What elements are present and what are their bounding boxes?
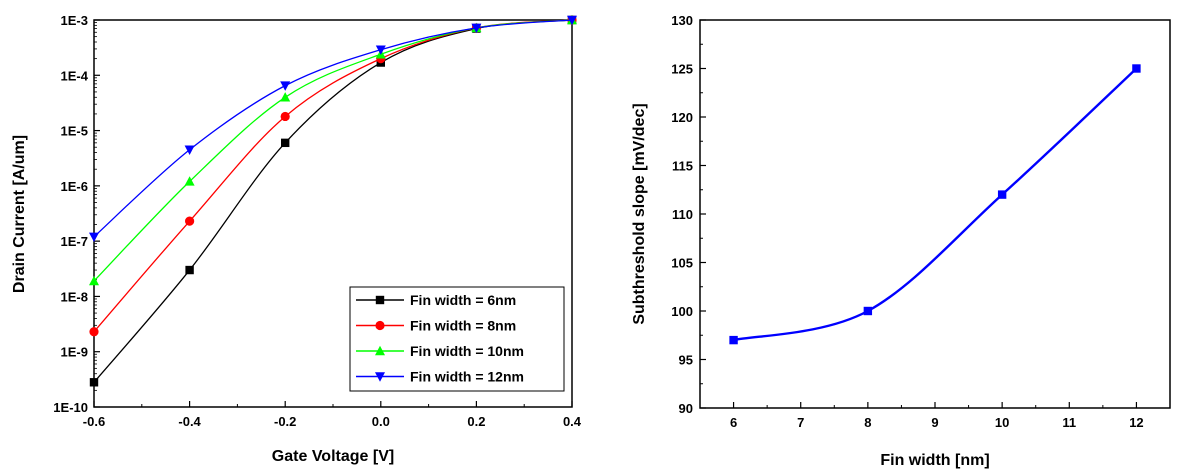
left-series-point-3 (184, 176, 195, 186)
right-y-tick-label: 105 (671, 256, 693, 271)
left-y-tick-label: 1E-10 (53, 400, 88, 415)
right-series-point (1132, 64, 1141, 73)
right-x-tick-label: 10 (995, 415, 1009, 430)
left-x-tick-label: -0.2 (274, 414, 296, 429)
left-series (89, 14, 577, 387)
left-y-tick-label: 1E-3 (61, 13, 88, 28)
right-chart: 6 7 8 9 10 11 12 90 95 100 105 110 115 120 125 130 Fin… (631, 13, 1171, 469)
left-y-tick-label: 1E-4 (61, 68, 89, 83)
right-y-tick-label: 90 (679, 401, 693, 416)
right-x-tick-label: 12 (1129, 415, 1143, 430)
left-y-tick-label: 1E-8 (61, 289, 88, 304)
left-series-point-1 (281, 138, 290, 148)
left-y-tick-label: 1E-5 (61, 124, 88, 139)
left-series-point-3 (280, 92, 291, 102)
legend-marker-3 (375, 345, 385, 356)
legend: Fin width = 6nm Fin width = 8nm Fin width … (349, 286, 565, 392)
left-series-point-2 (185, 216, 195, 226)
legend-marker-4 (375, 372, 385, 382)
legend-marker-2 (375, 320, 385, 331)
right-y-tick-label: 115 (672, 159, 693, 174)
right-y-tick-label: 120 (671, 110, 693, 125)
left-x-tick-label: 0.0 (372, 414, 390, 429)
right-series-point (863, 306, 873, 316)
left-series-point-4 (375, 45, 386, 55)
left-series-point-3 (89, 275, 99, 286)
left-series-point-2 (89, 327, 99, 337)
right-x-tick-label: 11 (1062, 415, 1076, 430)
left-x-axis-label: Gate Voltage [V] (272, 448, 394, 465)
right-y-axis-label: Subthreshold slope [mV/dec] (631, 103, 648, 324)
left-x-tick-label: 0.2 (467, 414, 485, 429)
right-series-line (733, 67, 1138, 342)
right-plot-frame (699, 19, 1171, 409)
legend-label-1: Fin width = 6nm (410, 292, 516, 308)
right-x-tick-label: 9 (931, 415, 938, 430)
left-series-line-4 (93, 19, 573, 238)
left-x-tick-label: 0.4 (563, 414, 582, 429)
legend-entries: Fin width = 6nm Fin width = 8nm Fin width … (356, 292, 524, 385)
legend-label-2: Fin width = 8nm (410, 318, 516, 334)
right-y-tick-label: 125 (671, 62, 693, 77)
left-chart: -0.6 -0.4 -0.2 0.0 0.2 0.4 1E-101E-91E-81E-71… (11, 13, 582, 465)
right-y-tick-label: 100 (671, 304, 693, 319)
legend-label-4: Fin width = 12nm (410, 369, 524, 385)
left-series-point-1 (185, 265, 194, 275)
left-series-line-3 (93, 19, 573, 282)
right-x-tick-label: 7 (797, 415, 804, 430)
right-y-ticks: 90 95 100 105 110 115 120 125 130 (671, 13, 706, 416)
left-series-point-4 (184, 145, 195, 155)
right-x-axis-label: Fin width [nm] (880, 452, 989, 469)
left-x-tick-label: -0.6 (83, 414, 105, 429)
legend-marker-1 (375, 295, 385, 305)
right-series-point (997, 190, 1007, 199)
right-y-tick-label: 95 (679, 353, 693, 368)
left-x-ticks: -0.6 -0.4 -0.2 0.0 0.2 0.4 (83, 401, 582, 429)
left-series-point-1 (89, 378, 99, 387)
right-x-ticks: 6 7 8 9 10 11 12 (730, 402, 1144, 430)
left-x-tick-label: -0.4 (178, 414, 201, 429)
left-series-line-2 (93, 19, 573, 333)
left-y-tick-label: 1E-9 (61, 345, 88, 360)
right-series-point (729, 335, 738, 345)
left-series-point-4 (567, 15, 577, 26)
left-series-point-4 (471, 23, 482, 34)
right-y-tick-label: 130 (671, 13, 693, 28)
right-y-tick-label: 110 (672, 207, 693, 222)
left-series-point-4 (89, 232, 99, 242)
left-y-ticks: 1E-10 1E-9 1E-8 1E-7 1E-6 1E-5 1E-4 1E-3 (53, 13, 100, 415)
left-y-tick-label: 1E-6 (61, 179, 88, 194)
legend-label-3: Fin width = 10nm (410, 343, 524, 359)
left-series-point-2 (280, 111, 290, 122)
right-series (729, 64, 1141, 345)
legend-box (349, 286, 565, 392)
left-y-axis-label: Drain Current [A/um] (11, 135, 28, 293)
left-y-tick-label: 1E-7 (61, 234, 88, 249)
right-x-tick-label: 6 (730, 415, 737, 430)
right-x-tick-label: 8 (864, 415, 871, 430)
left-series-point-4 (280, 81, 291, 91)
